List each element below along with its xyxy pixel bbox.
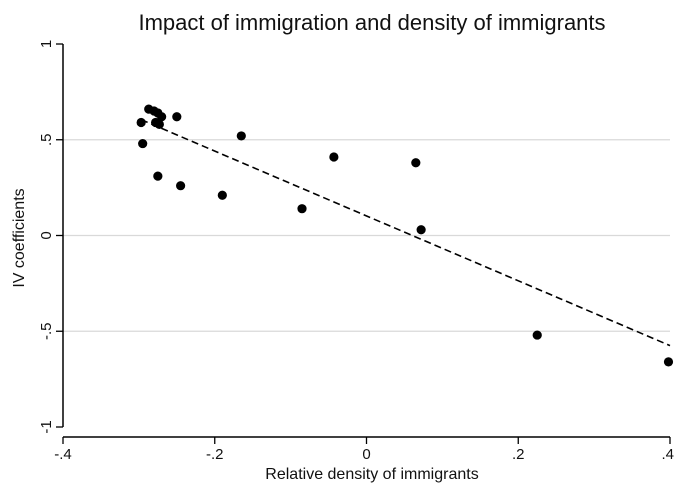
chart-title: Impact of immigration and density of imm… bbox=[138, 10, 605, 35]
axes: -1 -.5 0 .5 1 -.4 -.2 0 .2 .4 bbox=[38, 40, 674, 463]
x-tick-label: -.2 bbox=[206, 446, 224, 463]
data-point bbox=[329, 152, 339, 162]
data-point bbox=[217, 190, 227, 200]
y-tick-label: -.5 bbox=[38, 322, 55, 340]
data-point bbox=[416, 225, 426, 235]
data-point bbox=[138, 138, 148, 149]
x-tick-label: .2 bbox=[512, 446, 525, 463]
data-point bbox=[157, 112, 167, 122]
data-point bbox=[154, 119, 164, 130]
fit-line-layer bbox=[140, 118, 671, 347]
y-tick-label: 1 bbox=[38, 40, 55, 48]
data-point bbox=[172, 112, 182, 122]
fit-line bbox=[140, 118, 671, 347]
y-tick-label: .5 bbox=[38, 133, 55, 146]
data-point bbox=[411, 158, 421, 168]
y-tick-label: 0 bbox=[38, 231, 55, 239]
data-point bbox=[297, 204, 307, 214]
y-axis-label: IV coefficients bbox=[11, 188, 28, 287]
grid-layer bbox=[63, 139, 670, 332]
x-tick-label: .4 bbox=[661, 446, 674, 463]
x-tick-label: 0 bbox=[362, 446, 370, 463]
points-layer bbox=[136, 104, 674, 367]
data-point bbox=[136, 117, 146, 128]
data-point bbox=[153, 171, 163, 181]
x-axis-label: Relative density of immigrants bbox=[265, 466, 478, 483]
data-point bbox=[176, 181, 186, 191]
x-tick-label: -.4 bbox=[54, 446, 72, 463]
data-point bbox=[663, 357, 674, 367]
data-point bbox=[532, 330, 542, 340]
data-point bbox=[236, 131, 246, 141]
y-tick-label: -1 bbox=[38, 420, 55, 433]
